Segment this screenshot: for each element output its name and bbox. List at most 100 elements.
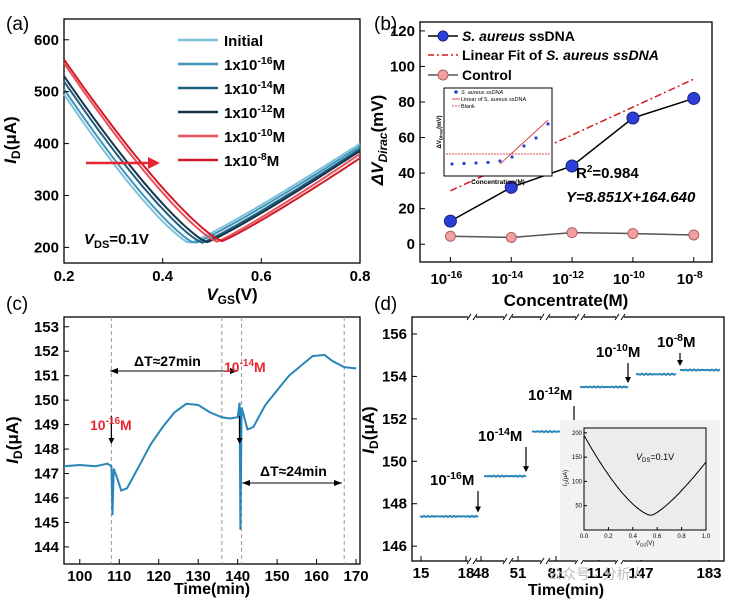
- b-point: [444, 230, 456, 242]
- b-point: [688, 229, 700, 241]
- b-point: [687, 91, 701, 105]
- d-break-top: [508, 313, 514, 321]
- dt2-head-left: [242, 480, 250, 486]
- inset-b-point: [486, 160, 490, 165]
- d-ytick-label: 146: [382, 538, 407, 555]
- d-break-top: [472, 313, 478, 321]
- a-legend-label: 1x10-16M: [224, 55, 285, 74]
- panel-c: (c) 100 110 120 130 140 150 160 170 144 145 146 147…: [3, 294, 369, 598]
- panel-c-axes: 100 110 120 130 140 150 160 170 144 145 146 147 148 1…: [34, 319, 369, 585]
- d-step-arrowhead: [523, 466, 529, 473]
- d-break-bottom: [466, 557, 472, 565]
- panel-c-plot: [63, 317, 357, 564]
- d-break-top: [620, 313, 626, 321]
- panel-d-frame: [411, 316, 725, 562]
- inset-d-plot: 0.0 0.2 0.4 0.6 0.8 1.0 50 100 150 200: [572, 431, 711, 540]
- dt1-head-right: [230, 368, 238, 374]
- d-break-top: [466, 313, 472, 321]
- inset-b-fit: [499, 119, 549, 165]
- panel-c-ylabel: ID(μA): [3, 416, 25, 463]
- inset-d-ylabel: ID(μA): [563, 470, 570, 486]
- d-break-bottom: [502, 557, 508, 565]
- inset-d-curve: [583, 435, 707, 516]
- c-marker-head: [108, 438, 115, 444]
- inset-b-plot: [446, 119, 550, 166]
- inset-legend1: S. aureus ssDNA: [461, 90, 504, 96]
- b-ytick-label: 20: [398, 201, 415, 218]
- d-break-top-gap: [616, 314, 624, 320]
- c-label1: 10-16M: [90, 416, 132, 433]
- d-ytick-label: 156: [382, 326, 407, 343]
- a-xtick-label: 0.8: [350, 268, 371, 285]
- panel-b-legend: S. aureus ssDNA Linear Fit of S. aureus …: [428, 28, 659, 83]
- d-break-bottom-gap: [576, 558, 584, 564]
- legend-fit-label: Linear Fit of S. aureus ssDNA: [462, 47, 659, 63]
- c-ytick-label: 145: [34, 514, 59, 531]
- d-xtick-label: 48: [473, 565, 490, 582]
- c-xtick-label: 140: [225, 568, 250, 585]
- panel-a-legend: Initial 1x10-16M 1x10-14M 1x10-12M 1x10-10M 1…: [178, 33, 285, 170]
- panel-b-ylabel: ΔVDirac(mV): [368, 95, 390, 187]
- d-break-bottom: [472, 557, 478, 565]
- b-ytick-label: 40: [398, 165, 415, 182]
- b-xtick-label: 10-12: [552, 269, 584, 288]
- a-ytick-label: 600: [34, 32, 59, 49]
- d-step-trace: [579, 385, 629, 389]
- panel-a-xlabel: VGS(V): [206, 285, 257, 307]
- inset-b-point: [462, 161, 466, 166]
- inset-b-point: [474, 161, 478, 165]
- d-step-arrowhead: [475, 506, 481, 513]
- c-ytick-label: 152: [34, 343, 59, 360]
- inset-legend3: Blank: [461, 104, 475, 110]
- d-ytick-label: 150: [382, 453, 407, 470]
- d-step-label: 10-8M: [657, 332, 696, 351]
- b-point: [626, 111, 640, 125]
- b-point: [566, 227, 578, 239]
- watermark: 公众号 · 分析人: [548, 566, 644, 582]
- c-xtick-label: 100: [67, 568, 92, 585]
- c-trace: [63, 353, 357, 530]
- d-step-label: 10-14M: [478, 426, 522, 445]
- dt2-label: ΔT≈24min: [260, 463, 327, 479]
- d-break-bottom-gap: [504, 558, 512, 564]
- inset-d-ytick-label: 200: [572, 431, 583, 437]
- inset-d-xlabel: VGS(V): [636, 541, 655, 548]
- d-break-bottom-gap: [541, 558, 549, 564]
- c-ytick-label: 151: [34, 368, 59, 385]
- panel-b-plot: [443, 78, 701, 243]
- d-break-top: [574, 313, 580, 321]
- c-ytick-label: 150: [34, 392, 59, 409]
- c-marker-head: [236, 438, 243, 444]
- b-xtick-label: 10-14: [491, 269, 523, 288]
- panel-a-curves: [63, 58, 361, 244]
- inset-d-xtick-label: 0.4: [629, 534, 638, 540]
- inset-d-vds: VDS=0.1V: [636, 452, 674, 464]
- b-xtick-label: 10-16: [430, 269, 462, 288]
- d-xtick-label: 183: [696, 565, 721, 582]
- panel-d-step-labels: 10-16M 10-14M 10-12M 10-10M 10-8M: [430, 332, 696, 513]
- b-point: [565, 159, 579, 173]
- d-step-trace: [419, 514, 479, 519]
- d-step-arrowhead: [677, 360, 683, 367]
- b-ytick-label: 80: [398, 94, 415, 111]
- inset-d-ytick-label: 50: [575, 504, 582, 510]
- d-ytick-label: 152: [382, 411, 407, 428]
- legend-series1-label: S. aureus ssDNA: [462, 28, 575, 44]
- inset-b-point: [546, 122, 550, 126]
- dt1-label: ΔT≈27min: [134, 353, 201, 369]
- legend-control-label: Control: [462, 67, 512, 83]
- a-curve: [63, 93, 361, 244]
- panel-b-xlabel: Concentrate(M): [504, 291, 629, 310]
- d-xtick-label: 114: [587, 565, 612, 582]
- a-curve: [63, 58, 361, 243]
- panel-c-xlabel: Time(min): [174, 581, 250, 598]
- d-break-top-gap: [576, 314, 584, 320]
- inset-d-xtick-label: 0.8: [677, 534, 686, 540]
- a-ytick-label: 300: [34, 188, 59, 205]
- c-xtick-label: 110: [107, 568, 131, 585]
- d-break-bottom: [539, 557, 545, 565]
- d-break-top-gap: [504, 314, 512, 320]
- fit-equation: Y=8.851X+164.640: [566, 189, 696, 206]
